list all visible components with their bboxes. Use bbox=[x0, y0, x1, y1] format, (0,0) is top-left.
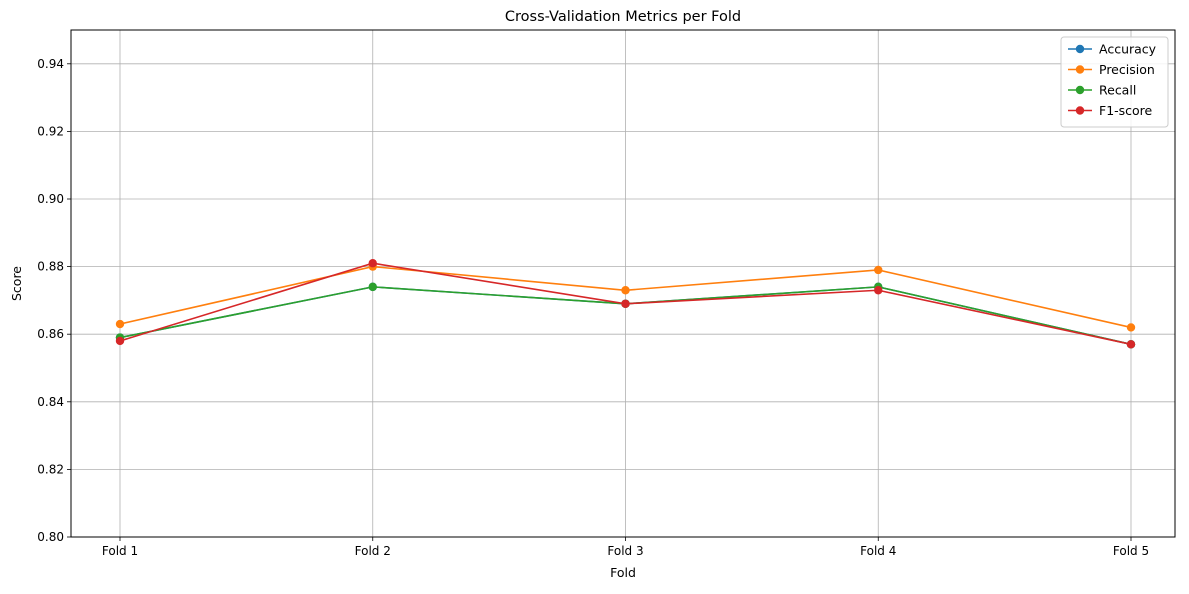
x-tick-label: Fold 5 bbox=[1113, 544, 1149, 558]
y-tick-label: 0.92 bbox=[37, 124, 64, 138]
legend-swatch-marker bbox=[1075, 106, 1085, 115]
y-tick-label: 0.86 bbox=[37, 327, 64, 341]
x-axis-ticks: Fold 1 Fold 2 Fold 3 Fold 4 Fold 5 bbox=[102, 537, 1149, 558]
legend-box bbox=[1060, 36, 1169, 128]
x-axis-label: Fold bbox=[610, 565, 636, 580]
y-tick-label: 0.88 bbox=[37, 260, 64, 274]
data-point bbox=[874, 286, 883, 295]
legend-item: Precision bbox=[1068, 62, 1155, 77]
x-tick-label: Fold 1 bbox=[102, 544, 138, 558]
legend-swatch-marker bbox=[1075, 65, 1085, 74]
plot-frame bbox=[70, 29, 1176, 538]
data-point bbox=[874, 265, 883, 275]
legend-swatch-marker bbox=[1075, 44, 1085, 54]
series-lines bbox=[115, 259, 1136, 349]
legend-label: Precision bbox=[1099, 62, 1155, 77]
data-point bbox=[368, 259, 377, 268]
y-tick-label: 0.80 bbox=[37, 530, 64, 544]
legend-label: F1-score bbox=[1099, 103, 1153, 118]
series-precision bbox=[115, 262, 1136, 332]
legend: Accuracy Precision Recall F1-score bbox=[1060, 36, 1169, 128]
data-point bbox=[1126, 323, 1136, 332]
legend-swatch-marker bbox=[1075, 85, 1085, 95]
legend-item: F1-score bbox=[1068, 103, 1153, 118]
data-point bbox=[115, 319, 125, 329]
grid bbox=[71, 30, 1175, 538]
x-tick-label: Fold 3 bbox=[607, 544, 643, 558]
y-axis-ticks: 0.80 0.82 0.84 0.86 0.88 0.90 0.92 0.94 bbox=[37, 57, 71, 544]
y-tick-label: 0.84 bbox=[37, 395, 64, 409]
data-point bbox=[115, 336, 125, 346]
y-tick-label: 0.90 bbox=[37, 192, 64, 206]
x-tick-label: Fold 2 bbox=[355, 544, 391, 558]
data-point bbox=[621, 299, 630, 308]
data-point bbox=[621, 286, 630, 295]
chart-title: Cross-Validation Metrics per Fold bbox=[505, 9, 741, 25]
legend-label: Accuracy bbox=[1099, 42, 1157, 57]
y-tick-label: 0.82 bbox=[37, 462, 64, 476]
series-f1-score bbox=[115, 259, 1136, 349]
data-point bbox=[368, 282, 377, 292]
x-tick-label: Fold 4 bbox=[860, 544, 896, 558]
y-axis-label: Score bbox=[9, 266, 24, 301]
legend-item: Accuracy bbox=[1068, 42, 1157, 57]
y-tick-label: 0.94 bbox=[37, 57, 64, 71]
legend-item: Recall bbox=[1068, 83, 1136, 98]
legend-label: Recall bbox=[1099, 83, 1136, 98]
data-point bbox=[1126, 340, 1136, 349]
